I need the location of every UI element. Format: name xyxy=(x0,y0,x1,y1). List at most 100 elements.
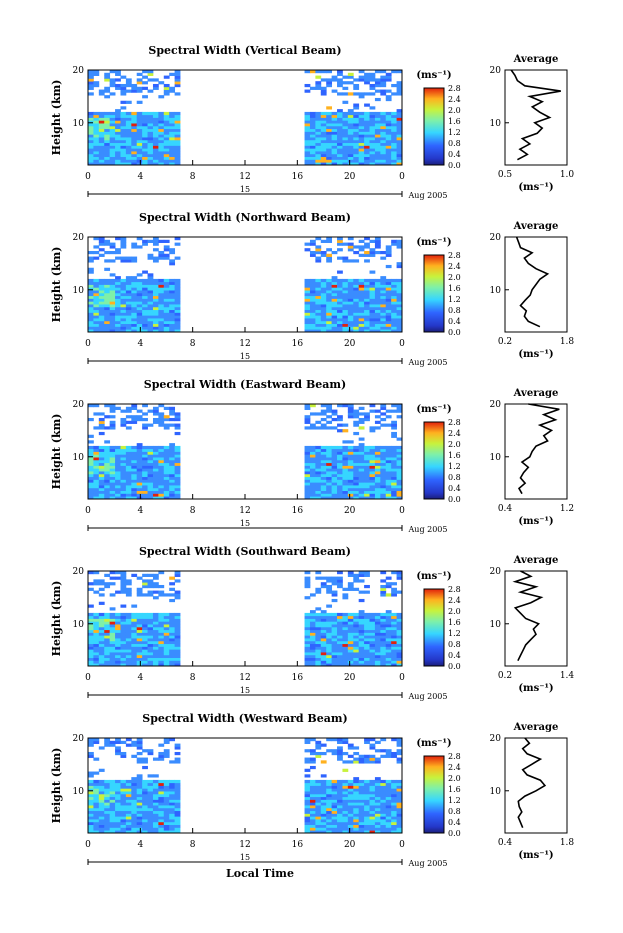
heatmap-cell xyxy=(169,490,176,494)
heatmap-cell xyxy=(88,312,94,316)
y-axis-label: Height (km) xyxy=(50,581,63,657)
heatmap-cell xyxy=(315,151,322,155)
heatmap-cell xyxy=(169,284,176,288)
heatmap-cell xyxy=(358,312,365,316)
heatmap-cell xyxy=(364,621,370,625)
heatmap-cell xyxy=(391,304,397,308)
heatmap-cell xyxy=(304,329,311,333)
heatmap-cell xyxy=(158,807,165,812)
heatmap-cell xyxy=(169,320,176,325)
heatmap-cell xyxy=(120,621,127,625)
heatmap-cell xyxy=(374,482,381,486)
heatmap-cell xyxy=(320,663,327,667)
heatmap-cell xyxy=(169,598,176,603)
heatmap-cell xyxy=(125,830,132,834)
heatmap-cell xyxy=(152,635,159,639)
heatmap-cell xyxy=(131,445,138,450)
heatmap-cell xyxy=(163,448,170,452)
heatmap-cell xyxy=(104,643,111,647)
heatmap-cell xyxy=(364,148,370,152)
heatmap-cell xyxy=(391,791,397,795)
heatmap-cell xyxy=(163,749,170,753)
heatmap-cell xyxy=(88,117,94,121)
heatmap-cell xyxy=(342,626,349,631)
colorbar-tick-label: 1.2 xyxy=(448,629,461,638)
heatmap-cell xyxy=(337,793,343,798)
heatmap-cell xyxy=(163,301,170,305)
heatmap-cell xyxy=(169,304,176,308)
y-tick-label: 10 xyxy=(73,119,85,129)
heatmap-cell xyxy=(115,476,121,480)
heatmap-cell xyxy=(315,571,322,575)
heatmap-cell xyxy=(109,487,116,492)
heatmap-cell xyxy=(347,754,354,758)
heatmap-cell xyxy=(104,660,111,664)
heatmap-cell xyxy=(152,148,159,152)
heatmap-cell xyxy=(380,284,387,288)
heatmap-cell xyxy=(369,83,376,88)
heatmap-cell xyxy=(104,139,111,144)
heatmap-cell xyxy=(358,615,365,619)
heatmap-cell xyxy=(147,278,154,283)
heatmap-cell xyxy=(331,298,338,302)
heatmap-cell xyxy=(152,576,159,580)
heatmap-cell xyxy=(380,156,387,160)
heatmap-cell xyxy=(396,451,403,455)
heatmap-cell xyxy=(93,618,100,622)
heatmap-cell xyxy=(331,819,338,823)
heatmap-cell xyxy=(353,420,360,424)
heatmap-cell xyxy=(396,791,403,795)
heatmap-cell xyxy=(152,821,159,826)
heatmap-cell xyxy=(320,493,327,497)
heatmap-cell xyxy=(158,830,165,834)
heatmap-cell xyxy=(304,612,311,617)
heatmap-cell xyxy=(115,471,121,475)
heatmap-cell xyxy=(380,640,387,645)
heatmap-cell xyxy=(115,473,121,478)
heatmap-cell xyxy=(396,262,403,266)
heatmap-cell xyxy=(331,454,338,458)
heatmap-cell xyxy=(104,493,111,497)
heatmap-cell xyxy=(331,457,338,461)
heatmap-cell xyxy=(174,326,181,330)
heatmap-cell xyxy=(380,83,387,88)
heatmap-cell xyxy=(115,114,121,118)
colorbar xyxy=(423,588,445,667)
heatmap-cell xyxy=(353,148,360,152)
heatmap-cell xyxy=(136,462,143,466)
heatmap-cell xyxy=(331,445,338,450)
heatmap-cell xyxy=(304,805,311,809)
heatmap-cell xyxy=(115,326,121,330)
heatmap-cell xyxy=(304,652,311,656)
heatmap-cell xyxy=(353,465,360,469)
heatmap-cell xyxy=(396,612,403,617)
heatmap-cell xyxy=(369,156,376,160)
heatmap-cell xyxy=(152,816,159,820)
heatmap-cell xyxy=(391,459,397,464)
heatmap-cell xyxy=(369,318,376,322)
heatmap-cell xyxy=(337,626,343,631)
heatmap-cell xyxy=(331,579,338,583)
heatmap-cell xyxy=(315,309,322,313)
heatmap-cell xyxy=(147,471,154,475)
heatmap-cell xyxy=(109,406,116,410)
heatmap-cell xyxy=(315,493,322,497)
heatmap-cell xyxy=(369,284,376,288)
heatmap-cell xyxy=(369,131,376,135)
heatmap-cell xyxy=(158,643,165,647)
heatmap-cell xyxy=(158,111,165,116)
heatmap-cell xyxy=(385,465,392,469)
heatmap-cell xyxy=(374,805,381,809)
heatmap-cell xyxy=(120,646,127,650)
heatmap-cell xyxy=(93,476,100,480)
heatmap-cell xyxy=(320,751,327,756)
heatmap-cell xyxy=(331,111,338,116)
heatmap-cell xyxy=(120,117,127,121)
heatmap-cell xyxy=(347,117,354,121)
heatmap-cell xyxy=(369,114,376,118)
heatmap-cell xyxy=(364,457,370,461)
heatmap-cell xyxy=(331,250,338,255)
heatmap-cell xyxy=(380,584,387,589)
heatmap-cell xyxy=(347,663,354,667)
heatmap-cell xyxy=(315,287,322,291)
